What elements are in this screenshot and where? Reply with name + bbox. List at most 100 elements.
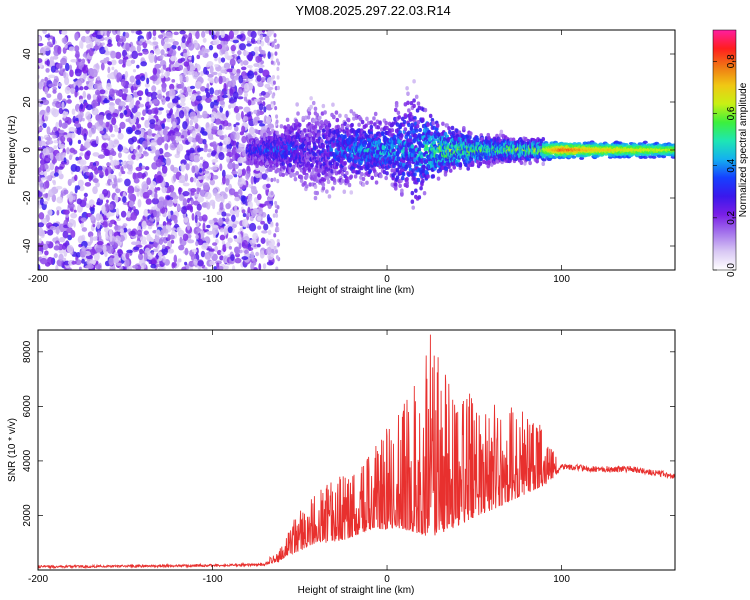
spectrogram-signal-cell bbox=[311, 100, 316, 106]
spectrogram-noise-cell bbox=[171, 44, 177, 50]
spectrogram-noise-cell bbox=[209, 179, 216, 186]
spectrogram-noise-cell bbox=[149, 76, 156, 81]
spectrogram-signal-cell bbox=[402, 119, 407, 125]
spectrogram-noise-cell bbox=[267, 30, 275, 35]
spectrogram-signal-cell bbox=[357, 122, 361, 127]
spectrogram-noise-cell bbox=[55, 101, 62, 109]
spectrogram-noise-cell bbox=[84, 35, 91, 44]
spectrogram-noise-cell bbox=[160, 49, 165, 56]
spectrogram-signal-cell bbox=[317, 132, 321, 137]
spectrogram-noise-cell bbox=[42, 181, 48, 190]
spectrogram-noise-cell bbox=[208, 30, 212, 36]
spectrogram-noise-cell bbox=[195, 134, 200, 142]
spectrogram-signal-cell bbox=[394, 103, 399, 108]
spectrogram-noise-cell bbox=[265, 115, 272, 125]
spectrogram-signal-cell bbox=[335, 162, 340, 167]
spectrogram-noise-cell bbox=[116, 177, 123, 183]
spectrogram-signal-cell bbox=[426, 174, 430, 179]
spectrogram-noise-cell bbox=[220, 57, 226, 63]
spectrogram-signal-cell bbox=[403, 127, 408, 132]
spectrogram-noise-cell bbox=[127, 160, 134, 165]
spectrogram-noise-cell bbox=[89, 199, 94, 207]
spectrogram-noise-cell bbox=[233, 123, 237, 128]
spectrogram-signal-cell bbox=[443, 172, 448, 177]
spectrogram-noise-cell bbox=[97, 154, 105, 159]
spectrogram-noise-cell bbox=[182, 120, 188, 130]
spectrogram-noise-cell bbox=[237, 59, 243, 63]
spectrogram-noise-cell bbox=[174, 110, 181, 120]
spectrogram-noise-cell bbox=[213, 266, 218, 270]
spectrogram-noise-cell bbox=[75, 123, 82, 128]
spectrogram-noise-cell bbox=[208, 219, 215, 224]
spectrogram-noise-cell bbox=[169, 210, 174, 216]
spectrogram-noise-cell bbox=[150, 259, 157, 265]
spectrogram-signal-cell bbox=[400, 175, 405, 181]
spectrogram-noise-cell bbox=[136, 90, 144, 97]
spectrogram-noise-cell bbox=[170, 239, 175, 244]
spectrogram-signal-cell bbox=[282, 165, 286, 170]
spectrogram-signal-cell bbox=[334, 110, 339, 115]
spectrogram-noise-cell bbox=[270, 103, 274, 109]
figure-title: YM08.2025.297.22.03.R14 bbox=[295, 3, 450, 18]
spectrogram-noise-cell bbox=[44, 76, 49, 82]
spectrogram-noise-cell bbox=[108, 174, 116, 179]
spectrogram-noise-cell bbox=[250, 251, 255, 260]
spectrogram-noise-cell bbox=[53, 145, 58, 150]
spectrogram-noise-cell bbox=[234, 152, 239, 159]
spectrogram-noise-cell bbox=[130, 212, 137, 221]
spectrogram-noise-cell bbox=[135, 166, 143, 172]
spectrogram-noise-cell bbox=[49, 162, 55, 171]
spectrogram-noise-cell bbox=[117, 132, 124, 140]
spectrogram-noise-cell bbox=[256, 243, 261, 248]
spectrogram-noise-cell bbox=[196, 90, 201, 95]
spectrogram-noise-cell bbox=[95, 135, 99, 145]
spectrogram-noise-cell bbox=[191, 54, 195, 64]
spectrogram-noise-cell bbox=[218, 217, 224, 227]
spectrogram-noise-cell bbox=[167, 248, 174, 254]
spectrogram-noise-cell bbox=[39, 163, 45, 171]
spectrogram-noise-cell bbox=[129, 75, 136, 83]
spectrogram-noise-cell bbox=[49, 152, 54, 161]
spectrogram-noise-cell bbox=[92, 178, 99, 184]
spectrogram-noise-cell bbox=[60, 135, 66, 143]
spectrogram-noise-cell bbox=[189, 152, 195, 161]
spectrogram-noise-cell bbox=[92, 186, 98, 195]
spectrogram-noise-cell bbox=[184, 173, 189, 182]
spectrogram-noise-cell bbox=[197, 103, 203, 112]
spectrogram-noise-cell bbox=[47, 229, 54, 236]
spectrogram-noise-cell bbox=[86, 93, 92, 100]
spectrogram-noise-cell bbox=[204, 191, 212, 200]
spectrogram-noise-cell bbox=[56, 196, 64, 204]
spectrogram-noise-cell bbox=[194, 122, 199, 130]
spectrogram-signal-cell bbox=[327, 123, 332, 128]
spectrogram-noise-cell bbox=[247, 206, 251, 214]
spectrogram-signal-cell bbox=[343, 166, 347, 171]
spectrogram-noise-cell bbox=[199, 147, 204, 152]
spectrogram-noise-cell bbox=[238, 75, 244, 84]
spectrogram-noise-cell bbox=[110, 133, 116, 138]
spectrogram-noise-cell bbox=[275, 119, 279, 124]
spectrogram-noise-cell bbox=[178, 64, 184, 71]
spectrogram-noise-cell bbox=[126, 170, 133, 175]
spectrogram-noise-cell bbox=[143, 208, 149, 217]
spectrogram-noise-cell bbox=[53, 126, 58, 132]
spectrogram-noise-cell bbox=[158, 238, 164, 245]
spectrogram-signal-cell bbox=[313, 106, 318, 111]
spectrogram-noise-cell bbox=[137, 52, 143, 56]
spectrogram-noise-cell bbox=[38, 212, 45, 220]
spectrogram-signal-cell bbox=[428, 113, 433, 119]
spectrogram-noise-cell bbox=[202, 222, 206, 232]
spectrogram-noise-cell bbox=[103, 148, 110, 157]
spectrogram-noise-cell bbox=[208, 44, 214, 51]
spectrogram-signal-cell bbox=[347, 182, 352, 188]
spectrogram-signal-cell bbox=[435, 123, 440, 128]
spectrogram-signal-cell bbox=[378, 120, 382, 125]
spectrogram-noise-cell bbox=[70, 212, 78, 219]
spectrogram-noise-cell bbox=[151, 85, 157, 92]
spectrogram-noise-cell bbox=[207, 148, 212, 153]
spectrogram-noise-cell bbox=[202, 37, 207, 43]
spectrogram-noise-cell bbox=[156, 187, 161, 191]
spectrogram-noise-cell bbox=[193, 176, 197, 183]
spectrogram-noise-cell bbox=[45, 67, 50, 73]
spectrogram-noise-cell bbox=[58, 253, 64, 262]
